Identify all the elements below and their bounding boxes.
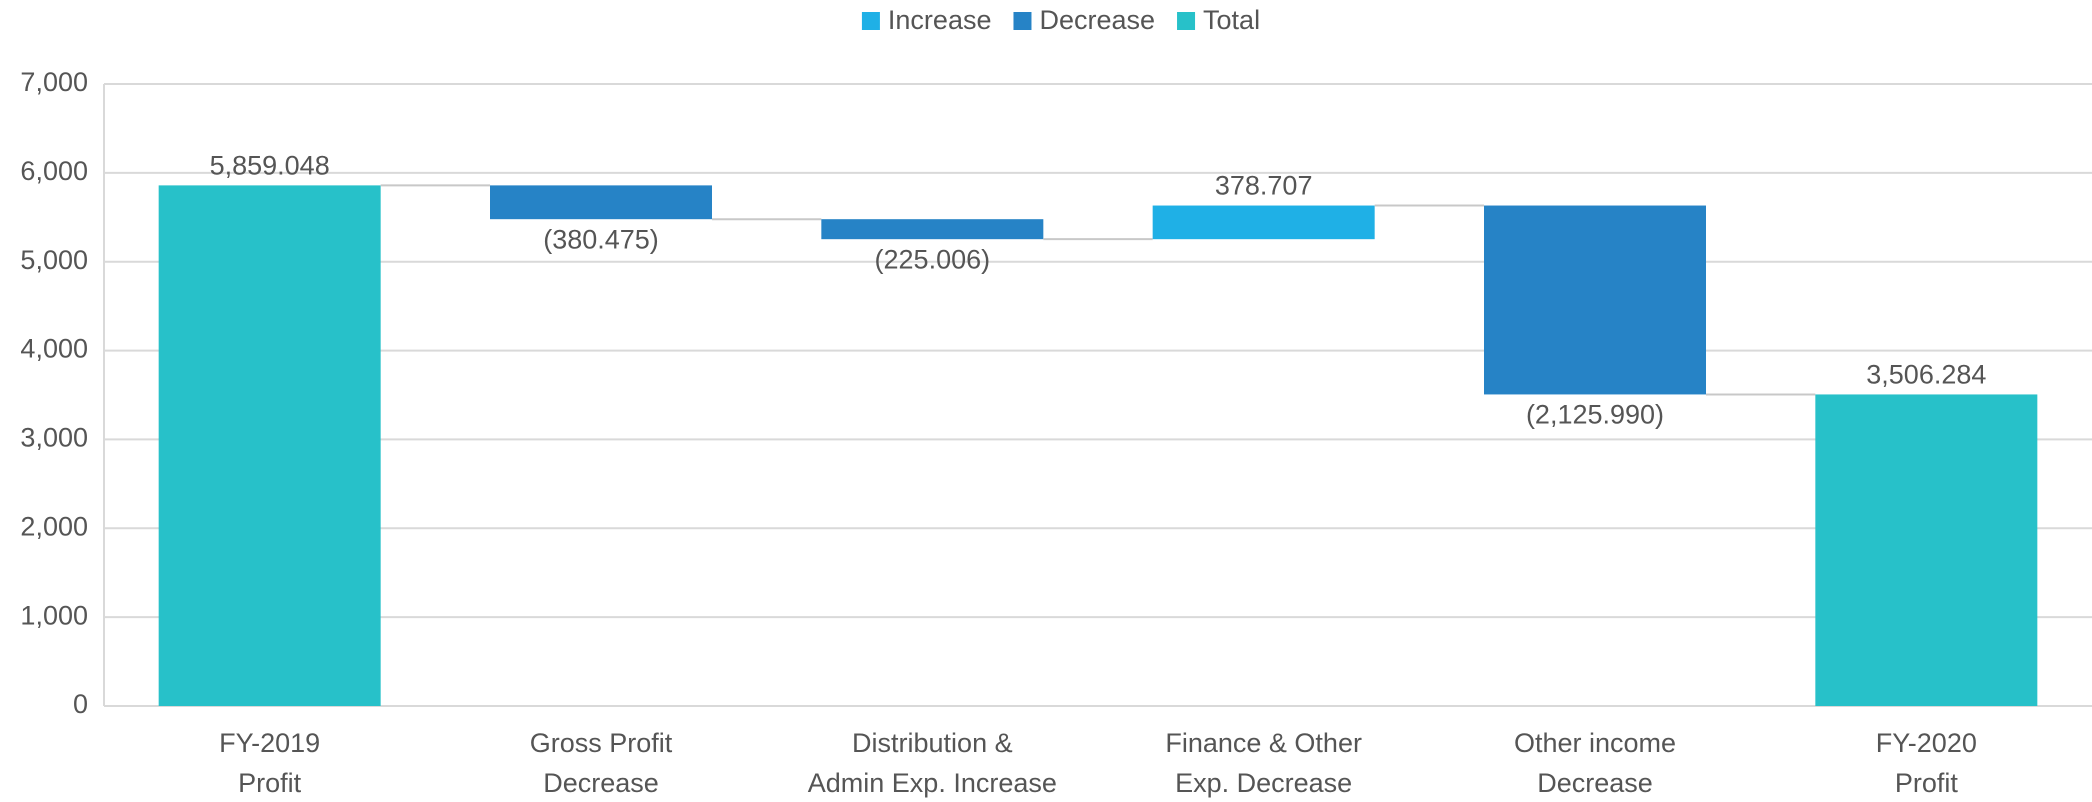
x-tick-label: Finance & Other [1165, 728, 1362, 758]
y-tick-label: 7,000 [20, 67, 88, 97]
x-tick-label: Decrease [543, 768, 659, 798]
bar [1152, 205, 1375, 240]
x-tick-label: FY-2019 [219, 728, 320, 758]
data-label: (225.006) [875, 244, 991, 274]
y-tick-label: 6,000 [20, 156, 88, 186]
y-tick-label: 1,000 [20, 600, 88, 630]
data-label: (380.475) [543, 224, 659, 254]
x-tick-label: Exp. Decrease [1175, 768, 1352, 798]
x-tick-label: Other income [1514, 728, 1676, 758]
bar [158, 185, 381, 707]
y-tick-label: 3,000 [20, 423, 88, 453]
legend-label: Total [1203, 5, 1260, 35]
x-tick-label: Profit [238, 768, 302, 798]
legend-swatch [861, 12, 880, 30]
x-tick-label: FY-2020 [1876, 728, 1977, 758]
bar [490, 185, 712, 220]
x-tick-label: Gross Profit [530, 728, 673, 758]
bar [821, 219, 1044, 240]
y-tick-label: 5,000 [20, 245, 88, 275]
data-label: 3,506.284 [1866, 360, 1986, 390]
legend-label: Increase [888, 5, 992, 35]
bar [1815, 394, 2038, 706]
bar [1484, 205, 1706, 395]
data-label: (2,125.990) [1526, 400, 1664, 430]
legend: Increase Decrease Total [861, 5, 1260, 35]
x-tick-label: Profit [1895, 768, 1959, 798]
x-tick-label: Decrease [1537, 768, 1653, 798]
y-tick-label: 0 [73, 689, 88, 719]
y-tick-label: 4,000 [20, 334, 88, 364]
data-label: 5,859.048 [210, 151, 330, 181]
data-label: 378.707 [1215, 171, 1313, 201]
legend-swatch [1177, 12, 1196, 30]
y-tick-label: 2,000 [20, 511, 88, 541]
legend-label: Decrease [1039, 5, 1155, 35]
legend-swatch [1013, 12, 1032, 30]
x-tick-label: Distribution & [852, 728, 1013, 758]
x-tick-label: Admin Exp. Increase [808, 768, 1057, 798]
